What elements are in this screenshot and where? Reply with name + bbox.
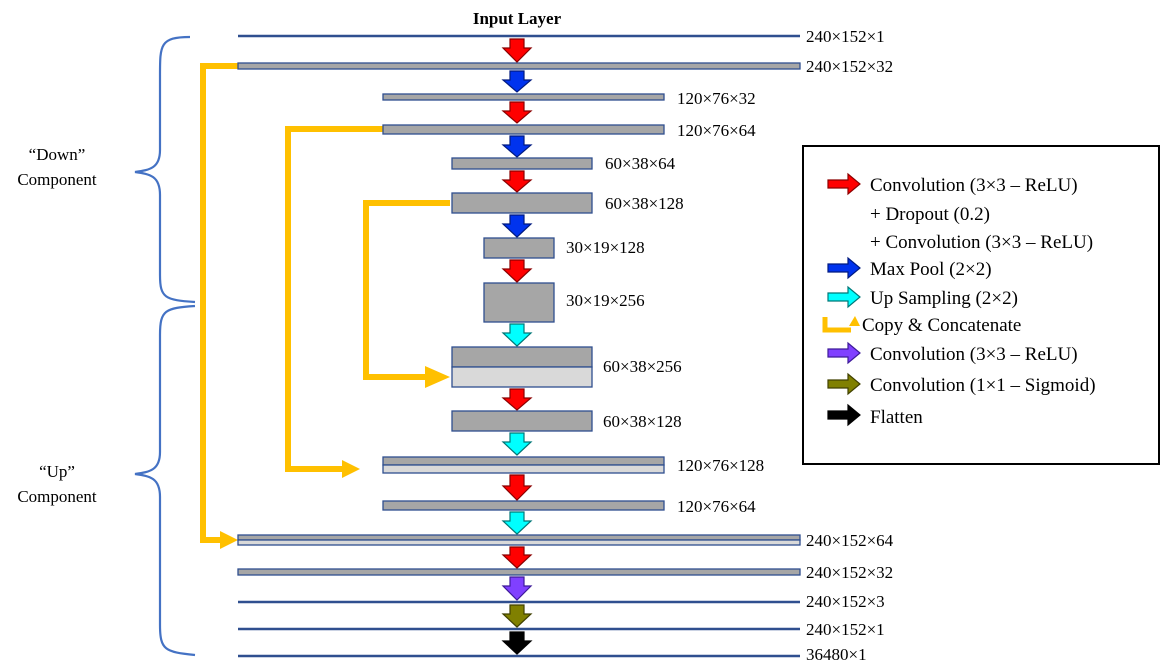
layer-label: 240×152×3 (806, 592, 885, 611)
layer-label: 30×19×256 (566, 291, 645, 310)
layer-11b (382, 464, 665, 474)
down-component-quote: “Down” (29, 145, 86, 164)
skip-arrowheads (220, 366, 450, 549)
legend-conv-dropout-icon (827, 172, 861, 196)
legend-max-pool-icon (827, 256, 861, 280)
layer-5 (451, 157, 593, 170)
legend: Convolution (3×3 – ReLU) + Dropout (0.2)… (802, 145, 1160, 465)
layer-label: 60×38×128 (603, 412, 682, 431)
layer-7 (483, 237, 555, 259)
layer-14 (237, 568, 801, 576)
layer-2 (237, 62, 801, 70)
layer-label: 240×152×32 (806, 57, 893, 76)
layer-9b (451, 366, 593, 388)
legend-conv-dropout-label: Convolution (3×3 – ReLU) (870, 175, 1078, 196)
arrow-up-sampling (501, 432, 533, 456)
arrow-conv-dropout (501, 38, 533, 63)
layer-label: 120×76×32 (677, 89, 756, 108)
arrow-conv-relu (501, 576, 533, 601)
legend-max-pool-label: Max Pool (2×2) (870, 259, 992, 280)
layer-11a (382, 456, 665, 466)
arrow-max-pool (501, 135, 533, 158)
arrow-conv-dropout (501, 101, 533, 124)
arrow-up-sampling (501, 323, 533, 347)
legend-conv-relu-label: Convolution (3×3 – ReLU) (870, 344, 1078, 365)
arrow-conv-dropout (501, 474, 533, 501)
layers (237, 34, 801, 658)
layer-label: 120×76×64 (677, 497, 756, 516)
arrow-conv-dropout (501, 546, 533, 569)
layer-label: 240×152×1 (806, 27, 885, 46)
arrow-max-pool (501, 70, 533, 93)
input-layer-title: Input Layer (473, 9, 562, 28)
layer-label: 120×76×64 (677, 121, 756, 140)
legend-up-sampling-label: Up Sampling (2×2) (870, 288, 1018, 309)
layer-label: 120×76×128 (677, 456, 764, 475)
layer-label: 240×152×64 (806, 531, 894, 550)
arrow-conv-dropout (501, 259, 533, 283)
layer-label: 36480×1 (806, 645, 867, 664)
up-brace (134, 304, 196, 657)
legend-box (802, 145, 1160, 465)
skip-connections (200, 63, 450, 543)
layer-8 (483, 282, 555, 323)
layer-3 (382, 93, 665, 101)
layer-label: 60×38×256 (603, 357, 682, 376)
layer-label: 240×152×1 (806, 620, 885, 639)
layer-label: 240×152×32 (806, 563, 893, 582)
legend-conv-relu-icon (827, 341, 861, 365)
legend-copy-concat-icon (822, 317, 851, 333)
layer-label: 60×38×64 (605, 154, 676, 173)
arrow-flatten (501, 631, 533, 655)
layer-9a (451, 346, 593, 368)
up-component-label: Component (17, 487, 97, 506)
legend-up-sampling-icon (827, 285, 861, 309)
legend-flatten-label: Flatten (870, 407, 923, 428)
arrow-conv-dropout (501, 170, 533, 193)
legend-flatten-icon (827, 403, 861, 427)
layer-12 (382, 500, 665, 511)
down-component-label: Component (17, 170, 97, 189)
layer-13a (237, 534, 801, 541)
layer-label: 60×38×128 (605, 194, 684, 213)
arrow-conv-dropout (501, 388, 533, 411)
legend-conv-sigmoid-icon (827, 372, 861, 396)
layer-labels: 240×152×1 240×152×32 120×76×32 120×76×64… (566, 27, 894, 664)
up-component-quote: “Up” (39, 462, 75, 481)
layer-13b (237, 539, 801, 546)
legend-dropout-label: + Dropout (0.2) (870, 204, 990, 225)
layer-10 (451, 410, 593, 432)
arrow-conv-sigmoid (501, 604, 533, 628)
layer-label: 30×19×128 (566, 238, 645, 257)
legend-conv-sigmoid-label: Convolution (1×1 – Sigmoid) (870, 375, 1096, 396)
arrow-max-pool (501, 214, 533, 238)
layer-4 (382, 124, 665, 135)
legend-copy-concat-label: Copy & Concatenate (862, 315, 1021, 336)
layer-6 (451, 192, 593, 214)
down-brace (134, 35, 196, 304)
arrow-up-sampling (501, 511, 533, 535)
legend-conv2-label: + Convolution (3×3 – ReLU) (870, 232, 1093, 253)
flow-arrows (501, 38, 533, 655)
